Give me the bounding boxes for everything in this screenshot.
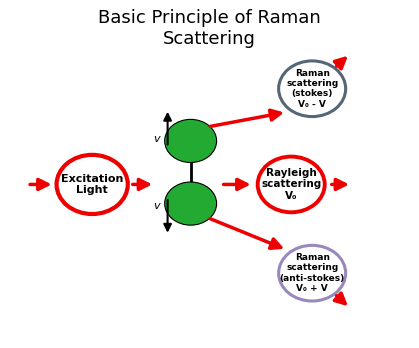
Text: v: v [153,134,160,144]
Text: Raman
scattering
(anti-stokes)
V₀ + V: Raman scattering (anti-stokes) V₀ + V [279,253,345,293]
Circle shape [279,61,346,117]
Text: Excitation
Light: Excitation Light [61,174,123,195]
Circle shape [165,182,217,225]
Circle shape [57,155,128,214]
Text: Raman
scattering
(stokes)
V₀ - V: Raman scattering (stokes) V₀ - V [286,69,338,109]
Circle shape [258,157,325,212]
Text: Rayleigh
scattering
V₀: Rayleigh scattering V₀ [261,168,321,201]
Text: Basic Principle of Raman
Scattering: Basic Principle of Raman Scattering [98,9,321,47]
Circle shape [165,119,217,163]
Circle shape [279,245,346,301]
Text: v: v [153,201,160,211]
